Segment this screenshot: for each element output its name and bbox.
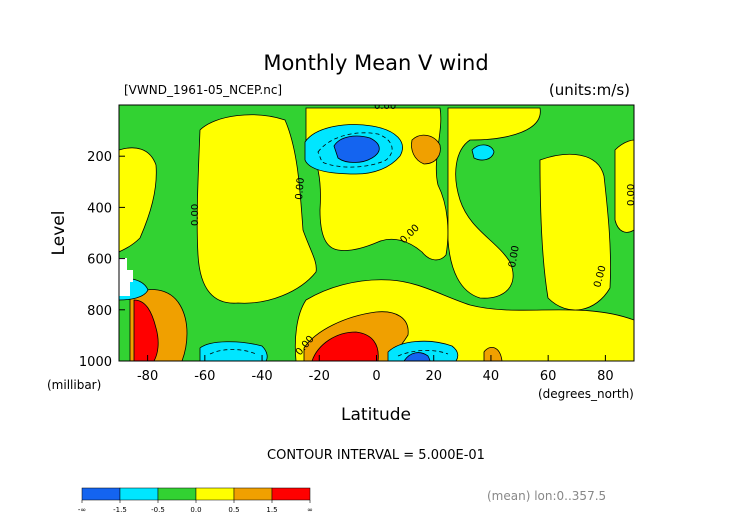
region-yellow-left [196, 114, 317, 304]
y-tick-label: 1000 [79, 355, 112, 370]
dashed-contour [209, 349, 257, 355]
x-axis-label: Latitude [341, 405, 411, 425]
x-axis-units: (degrees_north) [538, 387, 634, 401]
colorbar-label: 0.0 [190, 506, 201, 514]
dashed-contour [397, 350, 449, 357]
y-tick-label: 400 [87, 201, 112, 216]
file-label: [VWND_1961-05_NCEP.nc] [124, 83, 282, 97]
colorbar-swatch [157, 487, 197, 501]
contour-interval-note: CONTOUR INTERVAL = 5.000E-01 [267, 448, 485, 463]
colorbar-label: 1.5 [266, 506, 277, 514]
chart-title: Monthly Mean V wind [263, 51, 488, 75]
y-tick-label: 800 [87, 304, 112, 319]
x-tick-label: 0 [372, 369, 380, 384]
x-tick-label: -80 [137, 369, 158, 384]
x-tick-label: 60 [540, 369, 557, 384]
region-yellow-right-edge [614, 139, 634, 233]
region-yellow-mid-right [447, 107, 541, 299]
plot-area: 0.00 0.00 0.00 0.00 0.00 0.00 0.00 0.00 [119, 101, 637, 361]
colorbar-label: -0.5 [151, 506, 165, 514]
region-orange-top [411, 134, 441, 165]
x-tick-label: 20 [425, 369, 442, 384]
region-blue-top [333, 135, 380, 163]
y-axis-units: (millibar) [47, 378, 101, 392]
dashed-contour [317, 132, 393, 168]
x-tick-label: -60 [194, 369, 215, 384]
x-tick-label: -40 [251, 369, 272, 384]
colorbar-swatch [195, 487, 235, 501]
x-tick-label: 80 [597, 369, 614, 384]
contour-label: 0.00 [374, 101, 396, 112]
contour-label: 0.00 [507, 245, 522, 269]
y-tick-label: 200 [87, 150, 112, 165]
region-cyan-bottom-left [199, 341, 268, 361]
colorbar-label: ∞ [307, 506, 313, 514]
colorbar: -∞ -1.5 -0.5 0.0 0.5 1.5 ∞ [78, 487, 313, 514]
colorbar-label: -1.5 [113, 506, 127, 514]
colorbar-label: 0.5 [228, 506, 239, 514]
contour-label: 0.00 [294, 177, 307, 200]
region-cyan-bottom-right [387, 340, 459, 361]
units-label: (units:m/s) [549, 81, 630, 99]
contour-label: 0.00 [190, 204, 201, 226]
contour-label: 0.00 [626, 184, 637, 206]
missing-data-region [119, 258, 133, 296]
colorbar-swatch [271, 487, 311, 501]
y-tick-label: 600 [87, 253, 112, 268]
x-axis: -80 -60 -40 -20 0 20 40 60 80 [137, 355, 614, 384]
region-yellow-right [539, 154, 611, 311]
footer-note: (mean) lon:0..357.5 [487, 489, 606, 503]
colorbar-swatch [233, 487, 273, 501]
region-yellow-left-edge [119, 147, 157, 253]
region-orange-lower-right [483, 346, 503, 361]
y-axis-label: Level [49, 211, 69, 256]
region-red-sw [133, 299, 159, 361]
x-tick-label: -20 [309, 369, 330, 384]
colorbar-label: -∞ [78, 506, 86, 514]
y-axis: 200 400 600 800 1000 [79, 150, 125, 370]
region-cyan-small [471, 144, 495, 161]
region-red-center [311, 331, 379, 361]
colorbar-swatch [81, 487, 121, 501]
colorbar-swatch [119, 487, 159, 501]
x-tick-label: 40 [483, 369, 500, 384]
